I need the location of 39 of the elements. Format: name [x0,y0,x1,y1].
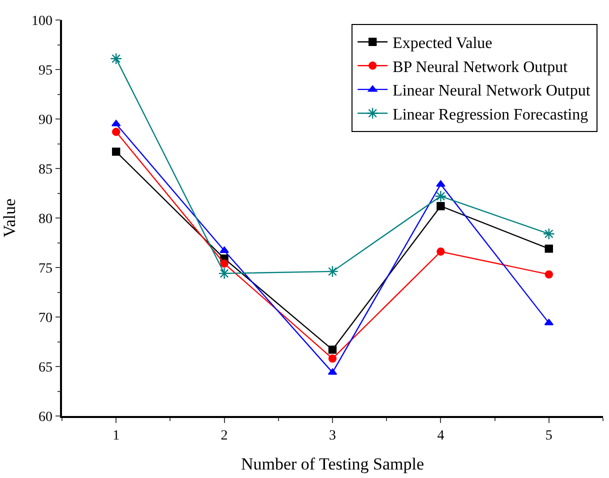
point [328,368,338,375]
point [218,267,230,280]
point [220,259,228,268]
point [328,354,337,363]
x-axis-title: Number of Testing Sample [240,454,424,474]
y-tick-label: 90 [38,112,52,128]
x-tick-label: 5 [545,428,552,444]
legend-label: Expected Value [392,35,492,52]
point [111,120,121,126]
point [436,202,445,210]
point [544,270,553,279]
y-axis-title: Value [0,198,19,238]
point [220,246,229,254]
point [326,265,338,278]
legend-label: Linear Neural Network Output [392,82,591,100]
point [112,148,120,156]
x-tick-label: 3 [329,428,336,444]
x-tick-label: 1 [112,428,120,444]
y-tick-label: 75 [38,261,52,276]
legend-label: BP Neural Network Output [392,58,568,76]
point [542,228,555,240]
x-tick-label: 4 [437,428,444,444]
point [434,190,447,202]
y-tick-label: 95 [38,63,52,78]
legend-label: Linear Regression Forecasting [392,106,588,124]
y-tick-label: 80 [38,212,52,227]
point [544,244,553,253]
point [112,128,120,136]
y-tick-label: 85 [38,162,52,178]
point [328,346,337,354]
point [436,180,446,187]
y-tick-label: 70 [38,310,52,326]
y-tick-label: 65 [38,360,52,376]
x-tick-label: 2 [220,428,228,444]
point [110,52,122,65]
y-tick-label: 100 [31,14,52,29]
y-tick-label: 60 [38,410,52,425]
point [544,318,554,326]
point [436,248,445,256]
